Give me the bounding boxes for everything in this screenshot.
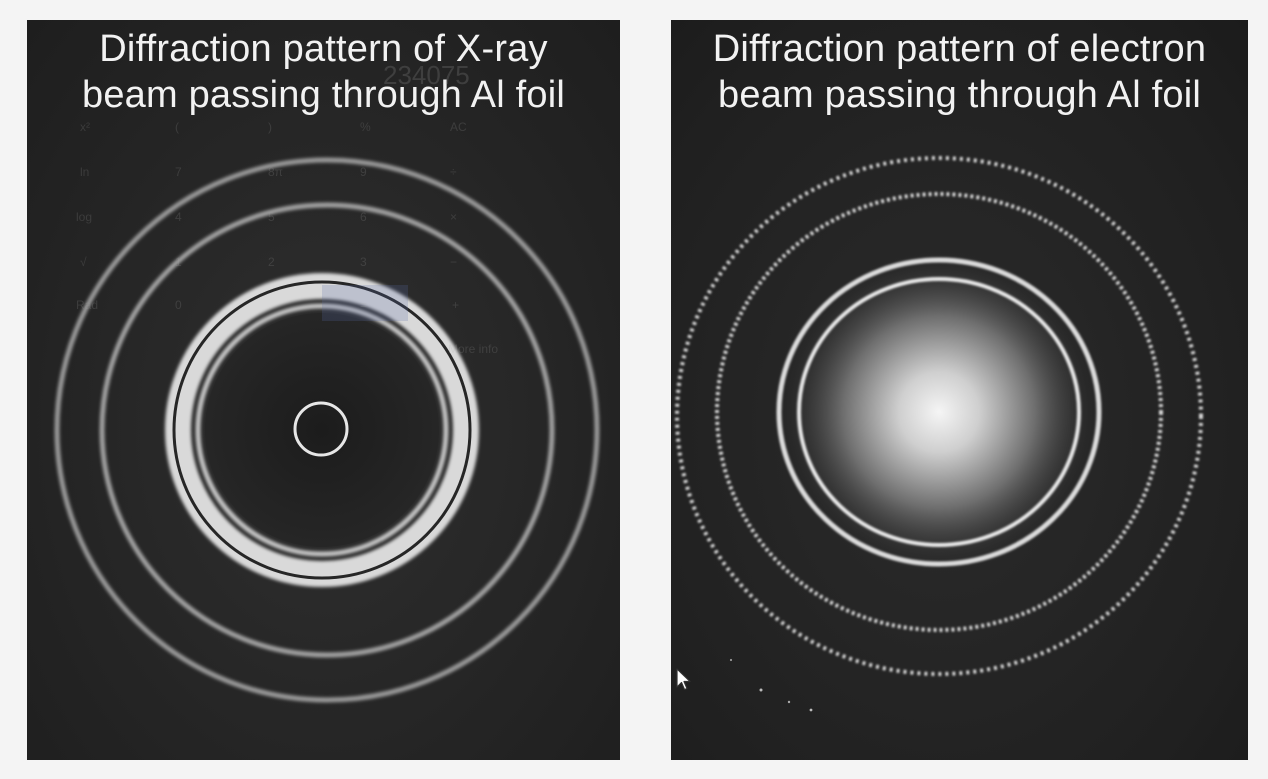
calc-key[interactable]: x² <box>80 120 90 134</box>
electron-caption: Diffraction pattern of electron beam pas… <box>712 28 1207 116</box>
xray-ring-outer <box>54 157 600 703</box>
calc-key[interactable]: Rad <box>76 298 99 312</box>
electron-ring-pattern <box>675 156 1203 712</box>
calc-key[interactable]: . <box>268 298 272 312</box>
calc-key[interactable]: 5 <box>268 210 275 224</box>
calc-key[interactable]: ln <box>80 165 90 179</box>
calc-key[interactable]: 1 <box>175 255 182 269</box>
xray-diffraction-image: Diffraction pattern of X-ray beam passin… <box>27 20 620 760</box>
xray-ring-band <box>165 273 479 587</box>
calc-key[interactable]: AC <box>450 120 467 134</box>
calc-key[interactable]: % <box>360 120 371 134</box>
calc-key[interactable]: ÷ <box>450 165 457 179</box>
mouse-cursor-icon <box>676 668 691 691</box>
xray-ring-pattern <box>54 157 600 703</box>
more-info-link[interactable]: More info <box>448 342 499 356</box>
calc-key[interactable]: = <box>360 298 368 312</box>
xray-central-ring <box>293 401 349 457</box>
calc-key[interactable]: 3 <box>360 255 367 269</box>
electron-ring-second <box>715 192 1163 632</box>
calc-key[interactable]: √ <box>80 255 87 269</box>
calc-key[interactable]: log <box>76 210 93 224</box>
electron-ring-outer <box>675 156 1203 676</box>
calc-key[interactable]: 9 <box>360 165 367 179</box>
calc-key[interactable]: 6 <box>360 210 367 224</box>
calc-key[interactable]: − <box>450 255 458 269</box>
xray-ring-second <box>99 202 555 658</box>
electron-central-glow <box>779 252 1099 572</box>
calculator-display: 234075 <box>383 60 470 90</box>
xray-caption: Diffraction pattern of X-ray beam passin… <box>81 28 565 116</box>
calc-key[interactable]: 0 <box>175 298 182 312</box>
calc-key[interactable]: 7 <box>175 165 182 179</box>
calc-key[interactable]: 2 <box>268 255 275 269</box>
calc-key[interactable]: 4 <box>175 210 182 224</box>
calc-key[interactable]: 8π <box>268 165 283 179</box>
calc-key[interactable]: × <box>450 210 458 224</box>
electron-ring-third <box>776 257 1102 567</box>
calculator-key-highlight <box>322 285 408 321</box>
calc-key[interactable]: ( <box>175 120 179 134</box>
calc-key[interactable]: + <box>452 298 460 312</box>
electron-ring-inner <box>797 277 1081 547</box>
calc-key[interactable]: ) <box>268 120 272 134</box>
electron-diffraction-image: Diffraction pattern of electron beam pas… <box>671 20 1248 760</box>
